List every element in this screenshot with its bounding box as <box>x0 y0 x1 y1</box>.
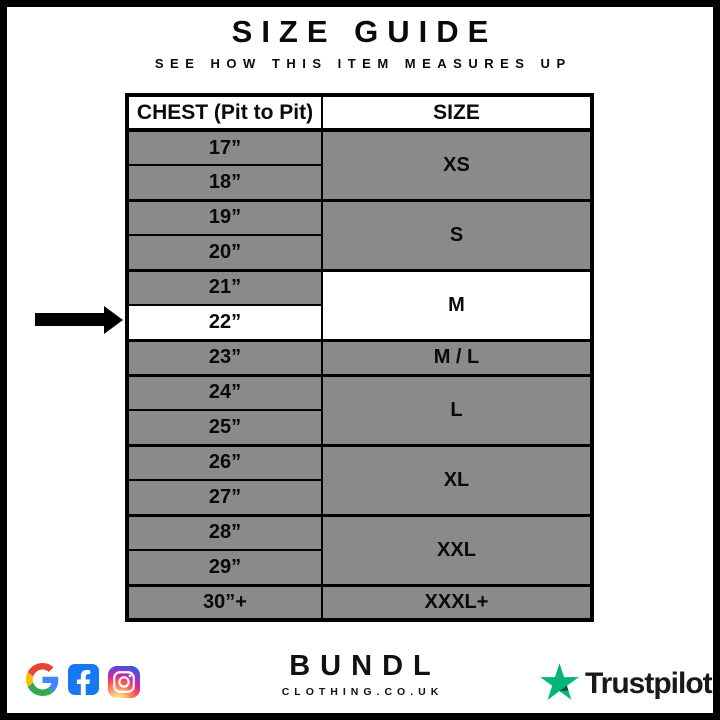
size-cell-xxxl-plus: XXXL+ <box>321 583 593 621</box>
chest-cell-18: 18” <box>126 164 323 201</box>
table-row: 20” <box>126 234 592 271</box>
facebook-icon <box>68 664 99 700</box>
chest-cell-22-highlighted: 22” <box>126 304 323 341</box>
table-row: 27” <box>126 479 592 516</box>
social-icons-group <box>26 663 140 701</box>
chest-cell-28: 28” <box>126 513 323 551</box>
chest-cell-23: 23” <box>126 338 323 376</box>
trustpilot-label: Trustpilot <box>585 667 713 700</box>
arrow-shaft <box>35 313 105 326</box>
size-cell-m-l: M / L <box>321 338 593 376</box>
column-header-size: SIZE <box>321 94 593 132</box>
page-title: SIZE GUIDE <box>231 14 498 49</box>
table-header-row: CHEST (Pit to Pit) SIZE <box>126 94 593 132</box>
table-row: 30”+ XXXL+ <box>126 583 593 621</box>
arrow-head <box>104 306 123 334</box>
size-table: CHEST (Pit to Pit) SIZE 17” XS 18” 19” S… <box>125 93 594 622</box>
table-row: 23” M / L <box>126 338 593 376</box>
chest-cell-25: 25” <box>126 409 323 446</box>
trustpilot-logo: Trustpilot <box>540 663 713 705</box>
chest-cell-30plus: 30”+ <box>126 583 323 621</box>
brand-logo: BUNDL CLOTHING.CO.UK <box>277 650 444 698</box>
size-cell-xxl: XXL <box>321 513 593 586</box>
chest-cell-19: 19” <box>126 198 323 236</box>
table-row: 29” <box>126 549 592 586</box>
brand-domain: CLOTHING.CO.UK <box>281 686 444 698</box>
table-row: 18” <box>126 164 592 201</box>
highlight-arrow-icon <box>35 306 123 334</box>
chest-cell-17: 17” <box>126 128 323 166</box>
chest-cell-26: 26” <box>126 443 323 481</box>
size-cell-l: L <box>321 373 593 446</box>
page-subtitle: SEE HOW THIS ITEM MEASURES UP <box>154 56 572 71</box>
size-cell-xl: XL <box>321 443 593 516</box>
table-row: 28” XXL <box>126 513 593 586</box>
trustpilot-star-icon <box>540 663 579 705</box>
chest-cell-27: 27” <box>126 479 323 516</box>
table-row: 19” S <box>126 198 593 271</box>
size-cell-s: S <box>321 198 593 271</box>
table-row: 26” XL <box>126 443 593 516</box>
table-row: 21” M <box>126 268 593 341</box>
chest-cell-29: 29” <box>126 549 323 586</box>
table-row: 17” XS <box>126 128 593 201</box>
size-cell-xs: XS <box>321 128 593 201</box>
chest-cell-20: 20” <box>126 234 323 271</box>
size-cell-m-highlighted: M <box>321 268 593 341</box>
chest-cell-24: 24” <box>126 373 323 411</box>
instagram-icon <box>108 666 140 698</box>
google-icon <box>26 663 59 701</box>
table-row-highlighted: 22” <box>126 304 592 341</box>
column-header-chest: CHEST (Pit to Pit) <box>126 94 323 132</box>
chest-cell-21: 21” <box>126 268 323 306</box>
brand-name: BUNDL <box>289 650 441 682</box>
table-row: 24” L <box>126 373 593 446</box>
table-row: 25” <box>126 409 592 446</box>
